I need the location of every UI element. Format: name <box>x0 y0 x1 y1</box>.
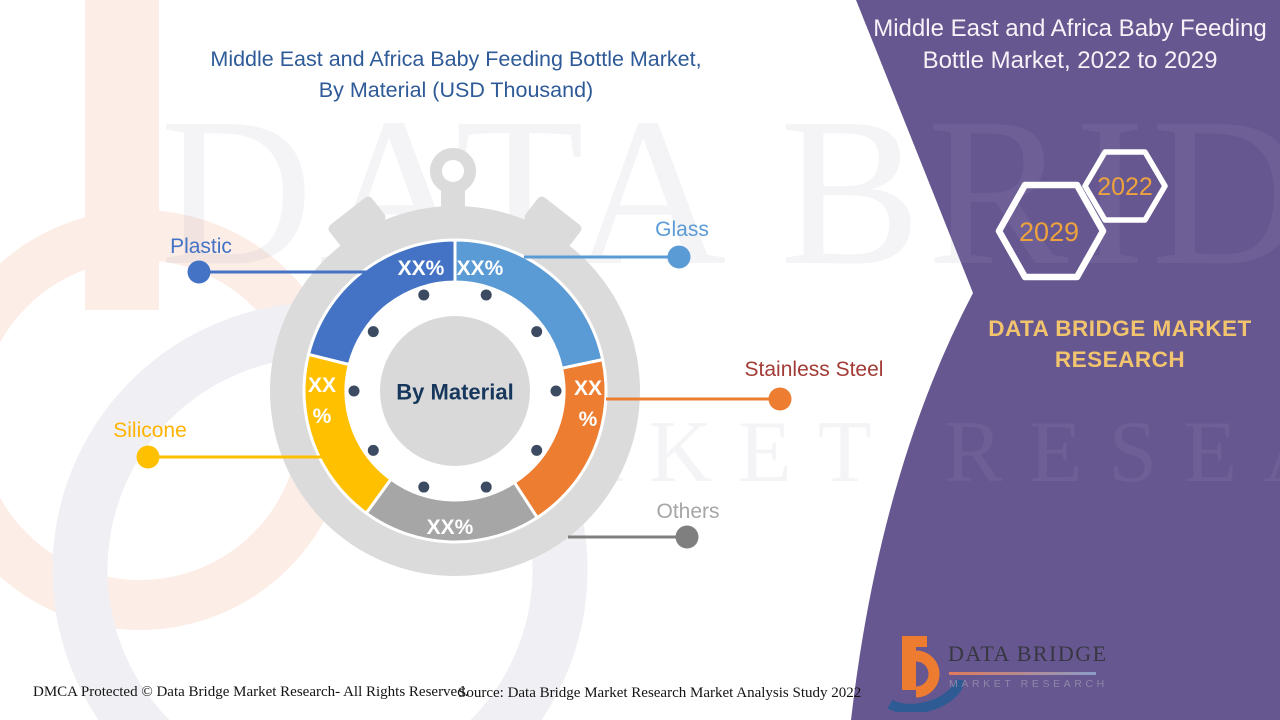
callout-dot <box>667 245 691 269</box>
callout-dot <box>136 445 160 469</box>
logo-swoosh <box>887 678 964 712</box>
segment-percent-label: XX% <box>457 257 504 280</box>
logo-underline <box>949 672 1096 675</box>
donut-inner-ring <box>346 282 564 500</box>
donut-segment-stainless-steel <box>512 358 608 520</box>
footer-source: Source: Data Bridge Market Research Mark… <box>458 685 862 701</box>
chart-title-line1: Middle East and Africa Baby Feeding Bott… <box>210 47 702 71</box>
donut-segments-group: XX% XX% XX % XX% XX% <box>302 238 608 544</box>
panel-title: Middle East and Africa Baby Feeding Bott… <box>860 13 1280 77</box>
segment-percent-label: XX% <box>308 374 336 428</box>
segment-percent-label: XX% <box>398 257 445 280</box>
stopwatch-crown-icon <box>430 148 476 194</box>
dbmr-logo-icon <box>887 636 964 712</box>
brand-text: DATA BRIDGE MARKET RESEARCH <box>955 313 1280 375</box>
tick-dot <box>480 481 492 493</box>
logo-wordmark: DATA BRIDGE <box>948 641 1108 666</box>
category-label-plastic: Plastic <box>170 235 232 258</box>
stopwatch-base <box>270 148 640 576</box>
year-end-label: 2029 <box>1019 217 1079 247</box>
stopwatch-body <box>270 206 640 576</box>
hexagon-2022-icon <box>1082 149 1168 223</box>
callout-dot <box>768 387 792 411</box>
stopwatch-right-button <box>524 196 582 250</box>
watermark-line1-light: DATA BRIDGE <box>160 74 1280 309</box>
tick-dot <box>367 326 379 338</box>
stopwatch-left-button <box>328 196 386 250</box>
year-start-label: 2022 <box>1097 173 1153 201</box>
donut-hub <box>380 316 530 466</box>
chart-title-line2: By Material (USD Thousand) <box>318 78 594 102</box>
watermark-line2: MARKET RESEARCH <box>370 404 1280 501</box>
segment-percent-label: XX% <box>574 377 602 431</box>
callout-dot <box>675 525 699 549</box>
panel-title-line1: Middle East and Africa Baby Feeding <box>873 15 1267 42</box>
tick-dot <box>348 385 360 397</box>
chart-title: Middle East and Africa Baby Feeding Bott… <box>106 44 806 106</box>
tick-dot <box>531 326 543 338</box>
donut-center-label: By Material <box>396 380 513 405</box>
stopwatch-stem <box>441 184 465 214</box>
tick-dot <box>550 385 562 397</box>
segment-percent-label: XX% <box>427 516 474 539</box>
donut-segment-glass <box>453 238 605 370</box>
watermark-line1: DATA BRIDGE <box>160 74 1280 309</box>
tick-dot <box>480 289 492 301</box>
footer-dmca: DMCA Protected © Data Bridge Market Rese… <box>33 684 469 700</box>
brand-line2: RESEARCH <box>1054 347 1186 372</box>
tick-dot <box>367 444 379 456</box>
tick-dot <box>418 289 430 301</box>
donut-segment-silicone <box>302 352 393 515</box>
watermark-peach-ring <box>0 210 350 630</box>
logo-b-stem <box>902 636 916 690</box>
panel-title-line2: Bottle Market, 2022 to 2029 <box>922 47 1218 74</box>
callouts-group <box>136 245 792 549</box>
donut-segment-others <box>364 477 539 544</box>
donut-segment-plastic <box>306 238 457 367</box>
tick-dot <box>418 481 430 493</box>
logo-b-bowl <box>915 650 940 698</box>
watermark-gray-ring <box>52 302 588 720</box>
logo-subtext: MARKET RESEARCH <box>949 678 1108 690</box>
category-label-glass: Glass <box>655 218 709 241</box>
category-label-silicone: Silicone <box>113 419 187 442</box>
watermark-line2-light: MARKET RESEARCH <box>370 404 1280 501</box>
tick-dot <box>531 444 543 456</box>
category-label-stainless-steel: Stainless Steel <box>744 358 884 381</box>
brand-line1: DATA BRIDGE MARKET <box>988 316 1252 341</box>
hexagon-2029-icon <box>995 181 1107 281</box>
category-label-others: Others <box>656 500 720 523</box>
callout-dot <box>187 260 211 284</box>
